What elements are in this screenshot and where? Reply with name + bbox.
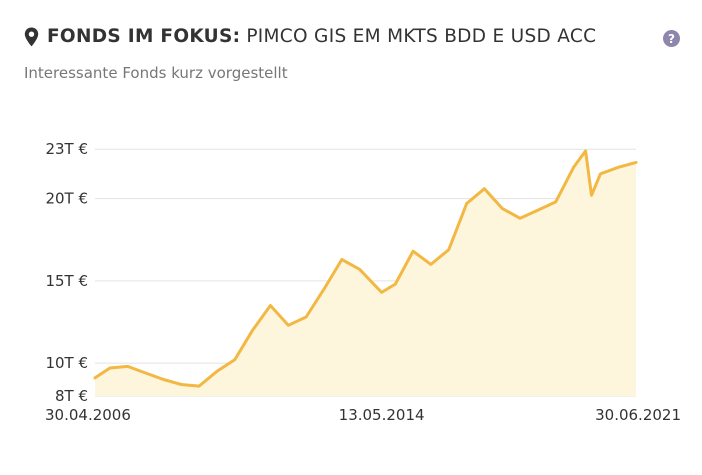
header-prefix: FONDS IM FOKUS: xyxy=(47,26,241,47)
series-line xyxy=(93,149,638,388)
question-circle-icon[interactable]: ? xyxy=(663,30,680,47)
y-tick-label: 20T € xyxy=(45,190,88,208)
map-pin-icon xyxy=(24,27,39,46)
widget-header: FONDS IM FOKUS: PIMCO GIS EM MKTS BDD E … xyxy=(24,26,596,47)
y-tick-label: 8T € xyxy=(55,387,88,405)
series-area xyxy=(95,150,636,396)
fund-name[interactable]: PIMCO GIS EM MKTS BDD E USD ACC xyxy=(246,26,597,47)
y-tick-label: 23T € xyxy=(45,140,88,158)
y-tick-label: 15T € xyxy=(45,272,88,290)
x-tick-label: 30.06.2021 xyxy=(595,406,681,424)
y-tick-label: 10T € xyxy=(45,354,88,372)
widget-subtitle: Interessante Fonds kurz vorgestellt xyxy=(24,64,288,82)
x-tick-label: 30.04.2006 xyxy=(45,406,131,424)
x-tick-label: 13.05.2014 xyxy=(339,406,425,424)
